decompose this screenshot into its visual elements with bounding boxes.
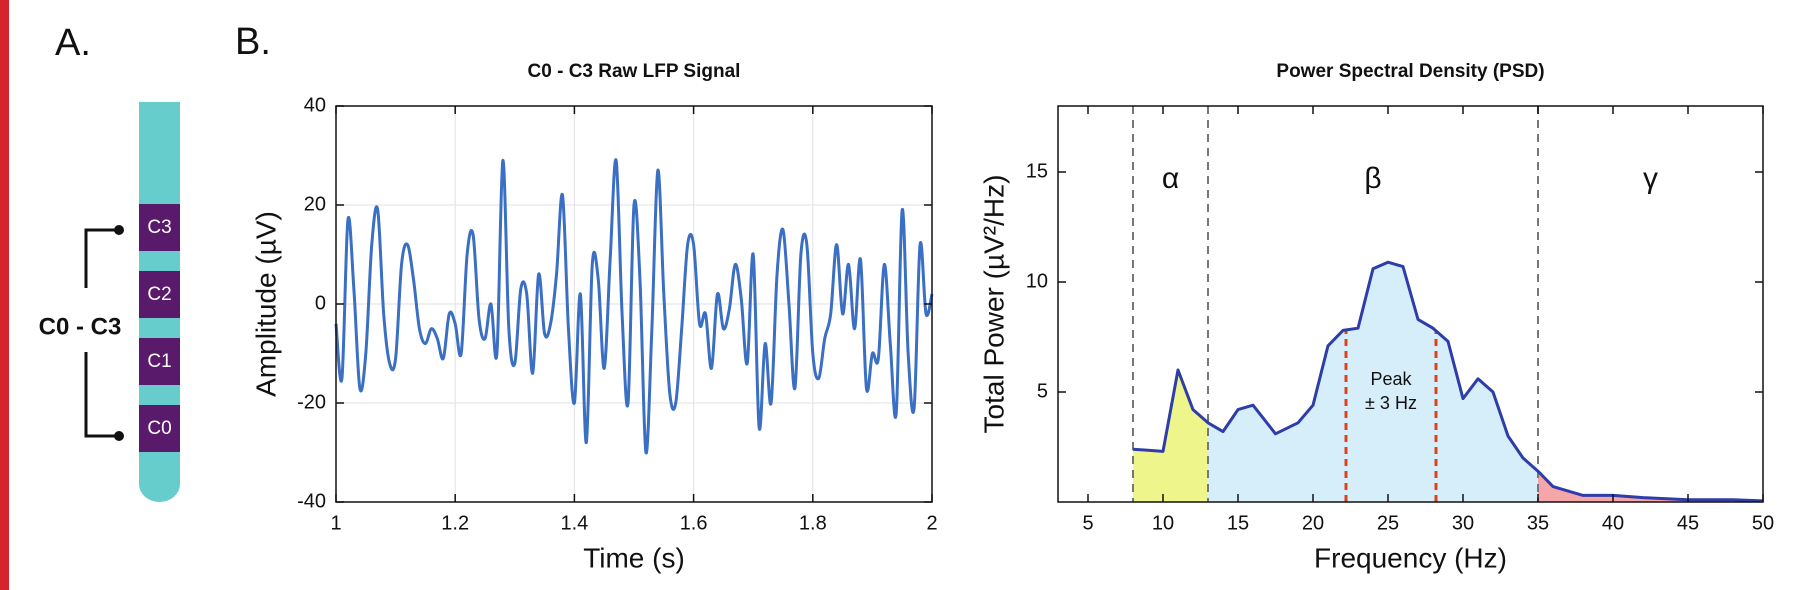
electrode: C0 - C3 C3 C2 C1 C0 bbox=[39, 102, 180, 502]
x-tick-label: 1.2 bbox=[441, 512, 469, 534]
contact-label: C0 bbox=[147, 418, 171, 439]
x-tick-label: 1.4 bbox=[560, 512, 588, 534]
x-tick-label: 45 bbox=[1677, 512, 1699, 534]
x-tick-label: 25 bbox=[1377, 512, 1399, 534]
x-tick-label: 10 bbox=[1152, 512, 1174, 534]
peak-label: Peak bbox=[1370, 369, 1412, 389]
bracket-dot bbox=[114, 431, 124, 441]
band-label: α bbox=[1162, 162, 1179, 195]
chart-title: Power Spectral Density (PSD) bbox=[1276, 61, 1544, 82]
peak-label: ± 3 Hz bbox=[1365, 393, 1417, 413]
y-tick-label: -40 bbox=[297, 490, 326, 512]
contact-label: C2 bbox=[147, 284, 171, 305]
contact-label: C1 bbox=[147, 351, 171, 372]
x-tick-label: 1.6 bbox=[680, 512, 708, 534]
data-line bbox=[334, 158, 934, 455]
x-axis-label: Time (s) bbox=[583, 542, 685, 573]
y-tick-label: -20 bbox=[297, 391, 326, 413]
contact bbox=[139, 405, 180, 452]
contact bbox=[139, 338, 180, 385]
y-tick-label: 40 bbox=[304, 94, 326, 116]
chart: Power Spectral Density (PSD) Frequency (H… bbox=[978, 61, 1774, 573]
band-area bbox=[1208, 262, 1538, 502]
y-tick-label: 5 bbox=[1037, 380, 1048, 402]
panel-label: A. bbox=[55, 22, 91, 64]
x-tick-label: 50 bbox=[1752, 512, 1774, 534]
x-tick-label: 35 bbox=[1527, 512, 1549, 534]
panel-label: B. bbox=[235, 21, 271, 63]
x-axis-label: Frequency (Hz) bbox=[1314, 542, 1507, 573]
y-tick-label: 0 bbox=[315, 292, 326, 314]
x-tick-label: 5 bbox=[1082, 512, 1093, 534]
contact-label: C3 bbox=[147, 217, 171, 238]
x-tick-label: 30 bbox=[1452, 512, 1474, 534]
band-area bbox=[1133, 370, 1208, 502]
x-tick-label: 2 bbox=[926, 512, 937, 534]
y-axis-label: Amplitude (µV) bbox=[250, 211, 281, 397]
contact bbox=[139, 204, 180, 251]
pair-label: C0 - C3 bbox=[39, 313, 122, 340]
x-tick-label: 15 bbox=[1227, 512, 1249, 534]
band-label: γ bbox=[1643, 162, 1658, 195]
x-tick-label: 1 bbox=[330, 512, 341, 534]
bracket bbox=[84, 228, 118, 438]
x-tick-label: 40 bbox=[1602, 512, 1624, 534]
x-tick-label: 1.8 bbox=[799, 512, 827, 534]
chart-title: C0 - C3 Raw LFP Signal bbox=[528, 61, 741, 82]
axes-frame bbox=[1057, 105, 1764, 503]
y-axis-label: Total Power (µV²/Hz) bbox=[978, 175, 1009, 434]
chart: C0 - C3 Raw LFP Signal Time (s) Amplitude … bbox=[250, 61, 937, 573]
band-area bbox=[1538, 471, 1763, 502]
bracket-dot bbox=[114, 225, 124, 235]
y-tick-label: 10 bbox=[1026, 270, 1048, 292]
y-tick-label: 20 bbox=[304, 193, 326, 215]
edge-bar bbox=[0, 0, 9, 590]
x-tick-label: 20 bbox=[1302, 512, 1324, 534]
band-label: β bbox=[1364, 162, 1381, 195]
data-line bbox=[1132, 260, 1764, 503]
contact bbox=[139, 271, 180, 318]
y-tick-label: 15 bbox=[1026, 160, 1048, 182]
